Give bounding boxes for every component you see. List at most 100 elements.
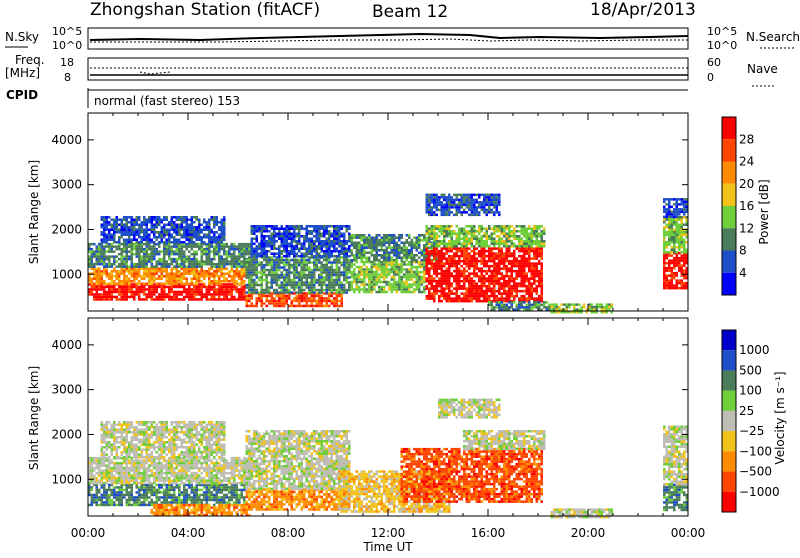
power-cell [111, 219, 114, 222]
power-cell [108, 258, 111, 261]
power-cell [483, 275, 486, 278]
power-cell [481, 201, 484, 204]
power-cell [213, 291, 216, 294]
power-cell [303, 235, 306, 238]
power-cell [148, 273, 151, 276]
power-cell [513, 257, 516, 260]
power-cell [203, 286, 206, 289]
power-cell [353, 257, 356, 260]
power-cell [138, 245, 141, 248]
power-cell [358, 276, 361, 279]
power-cell [111, 293, 114, 296]
power-cell [298, 259, 301, 262]
power-cell [396, 273, 399, 276]
power-cell [111, 248, 114, 251]
power-cell [228, 291, 231, 294]
power-cell [121, 248, 124, 251]
power-cell [521, 272, 524, 275]
power-cell [398, 283, 401, 286]
power-cell [138, 296, 141, 299]
power-cell [166, 234, 169, 237]
power-cell [388, 247, 391, 250]
power-cell [396, 268, 399, 271]
power-cell [473, 270, 476, 273]
power-cell [308, 291, 311, 294]
power-cell [458, 211, 461, 214]
power-cell [208, 226, 211, 229]
power-cell [261, 286, 264, 289]
power-cell [216, 280, 219, 283]
power-cell [371, 281, 374, 284]
power-cell [451, 235, 454, 238]
power-cell [338, 228, 341, 231]
power-cell [486, 214, 489, 217]
power-cell [176, 241, 179, 244]
power-cell [376, 263, 379, 266]
power-cell [133, 298, 136, 301]
power-cell [191, 283, 194, 286]
power-cell [173, 258, 176, 261]
power-cell [168, 275, 171, 278]
power-cell [266, 279, 269, 282]
power-cell [483, 260, 486, 263]
power-cell [123, 229, 126, 232]
power-cell [483, 201, 486, 204]
power-cell [436, 260, 439, 263]
power-cell [143, 263, 146, 266]
power-cell [311, 225, 314, 228]
power-cell [321, 245, 324, 248]
power-cell [518, 243, 521, 246]
power-cell [386, 271, 389, 274]
power-cell [266, 235, 269, 238]
power-cell [436, 250, 439, 253]
power-cell [116, 288, 119, 291]
power-cell [273, 225, 276, 228]
power-cell [353, 268, 356, 271]
power-cell [258, 284, 261, 287]
power-cell [213, 270, 216, 273]
power-cell [273, 259, 276, 262]
power-cell [151, 286, 154, 289]
power-cell [281, 302, 284, 305]
power-cell [501, 225, 504, 228]
power-cell [256, 302, 259, 305]
power-cell [528, 292, 531, 295]
power-cell [153, 250, 156, 253]
power-cell [423, 288, 426, 291]
power-cell [483, 265, 486, 268]
power-cell [433, 295, 436, 298]
power-cell [106, 258, 109, 261]
power-cell [496, 295, 499, 298]
power-cell [206, 243, 209, 246]
power-cell [98, 293, 101, 296]
power-cell [471, 225, 474, 228]
power-cell [443, 240, 446, 243]
power-region-13 [551, 303, 614, 313]
power-cell [296, 274, 299, 277]
power-cell [108, 275, 111, 278]
power-cell [551, 303, 554, 306]
nave-tick-bottom: 0 [707, 71, 714, 84]
power-cell [186, 265, 189, 268]
power-cell [338, 225, 341, 228]
nsky-trace [90, 34, 688, 40]
power-cell [538, 272, 541, 275]
power-cell [448, 240, 451, 243]
power-cell [431, 196, 434, 199]
power-cell [283, 295, 286, 298]
power-cell [118, 253, 121, 256]
power-cell [221, 263, 224, 266]
power-cell [513, 230, 516, 233]
power-cell [368, 257, 371, 260]
power-cell [516, 282, 519, 285]
power-cell [426, 277, 429, 280]
power-cell [163, 241, 166, 244]
power-cell [196, 239, 199, 242]
power-cell [246, 271, 249, 274]
power-cell [501, 272, 504, 275]
power-cell [443, 243, 446, 246]
power-cell [461, 238, 464, 241]
power-cell [461, 196, 464, 199]
power-cell [266, 284, 269, 287]
power-cell [108, 263, 111, 266]
